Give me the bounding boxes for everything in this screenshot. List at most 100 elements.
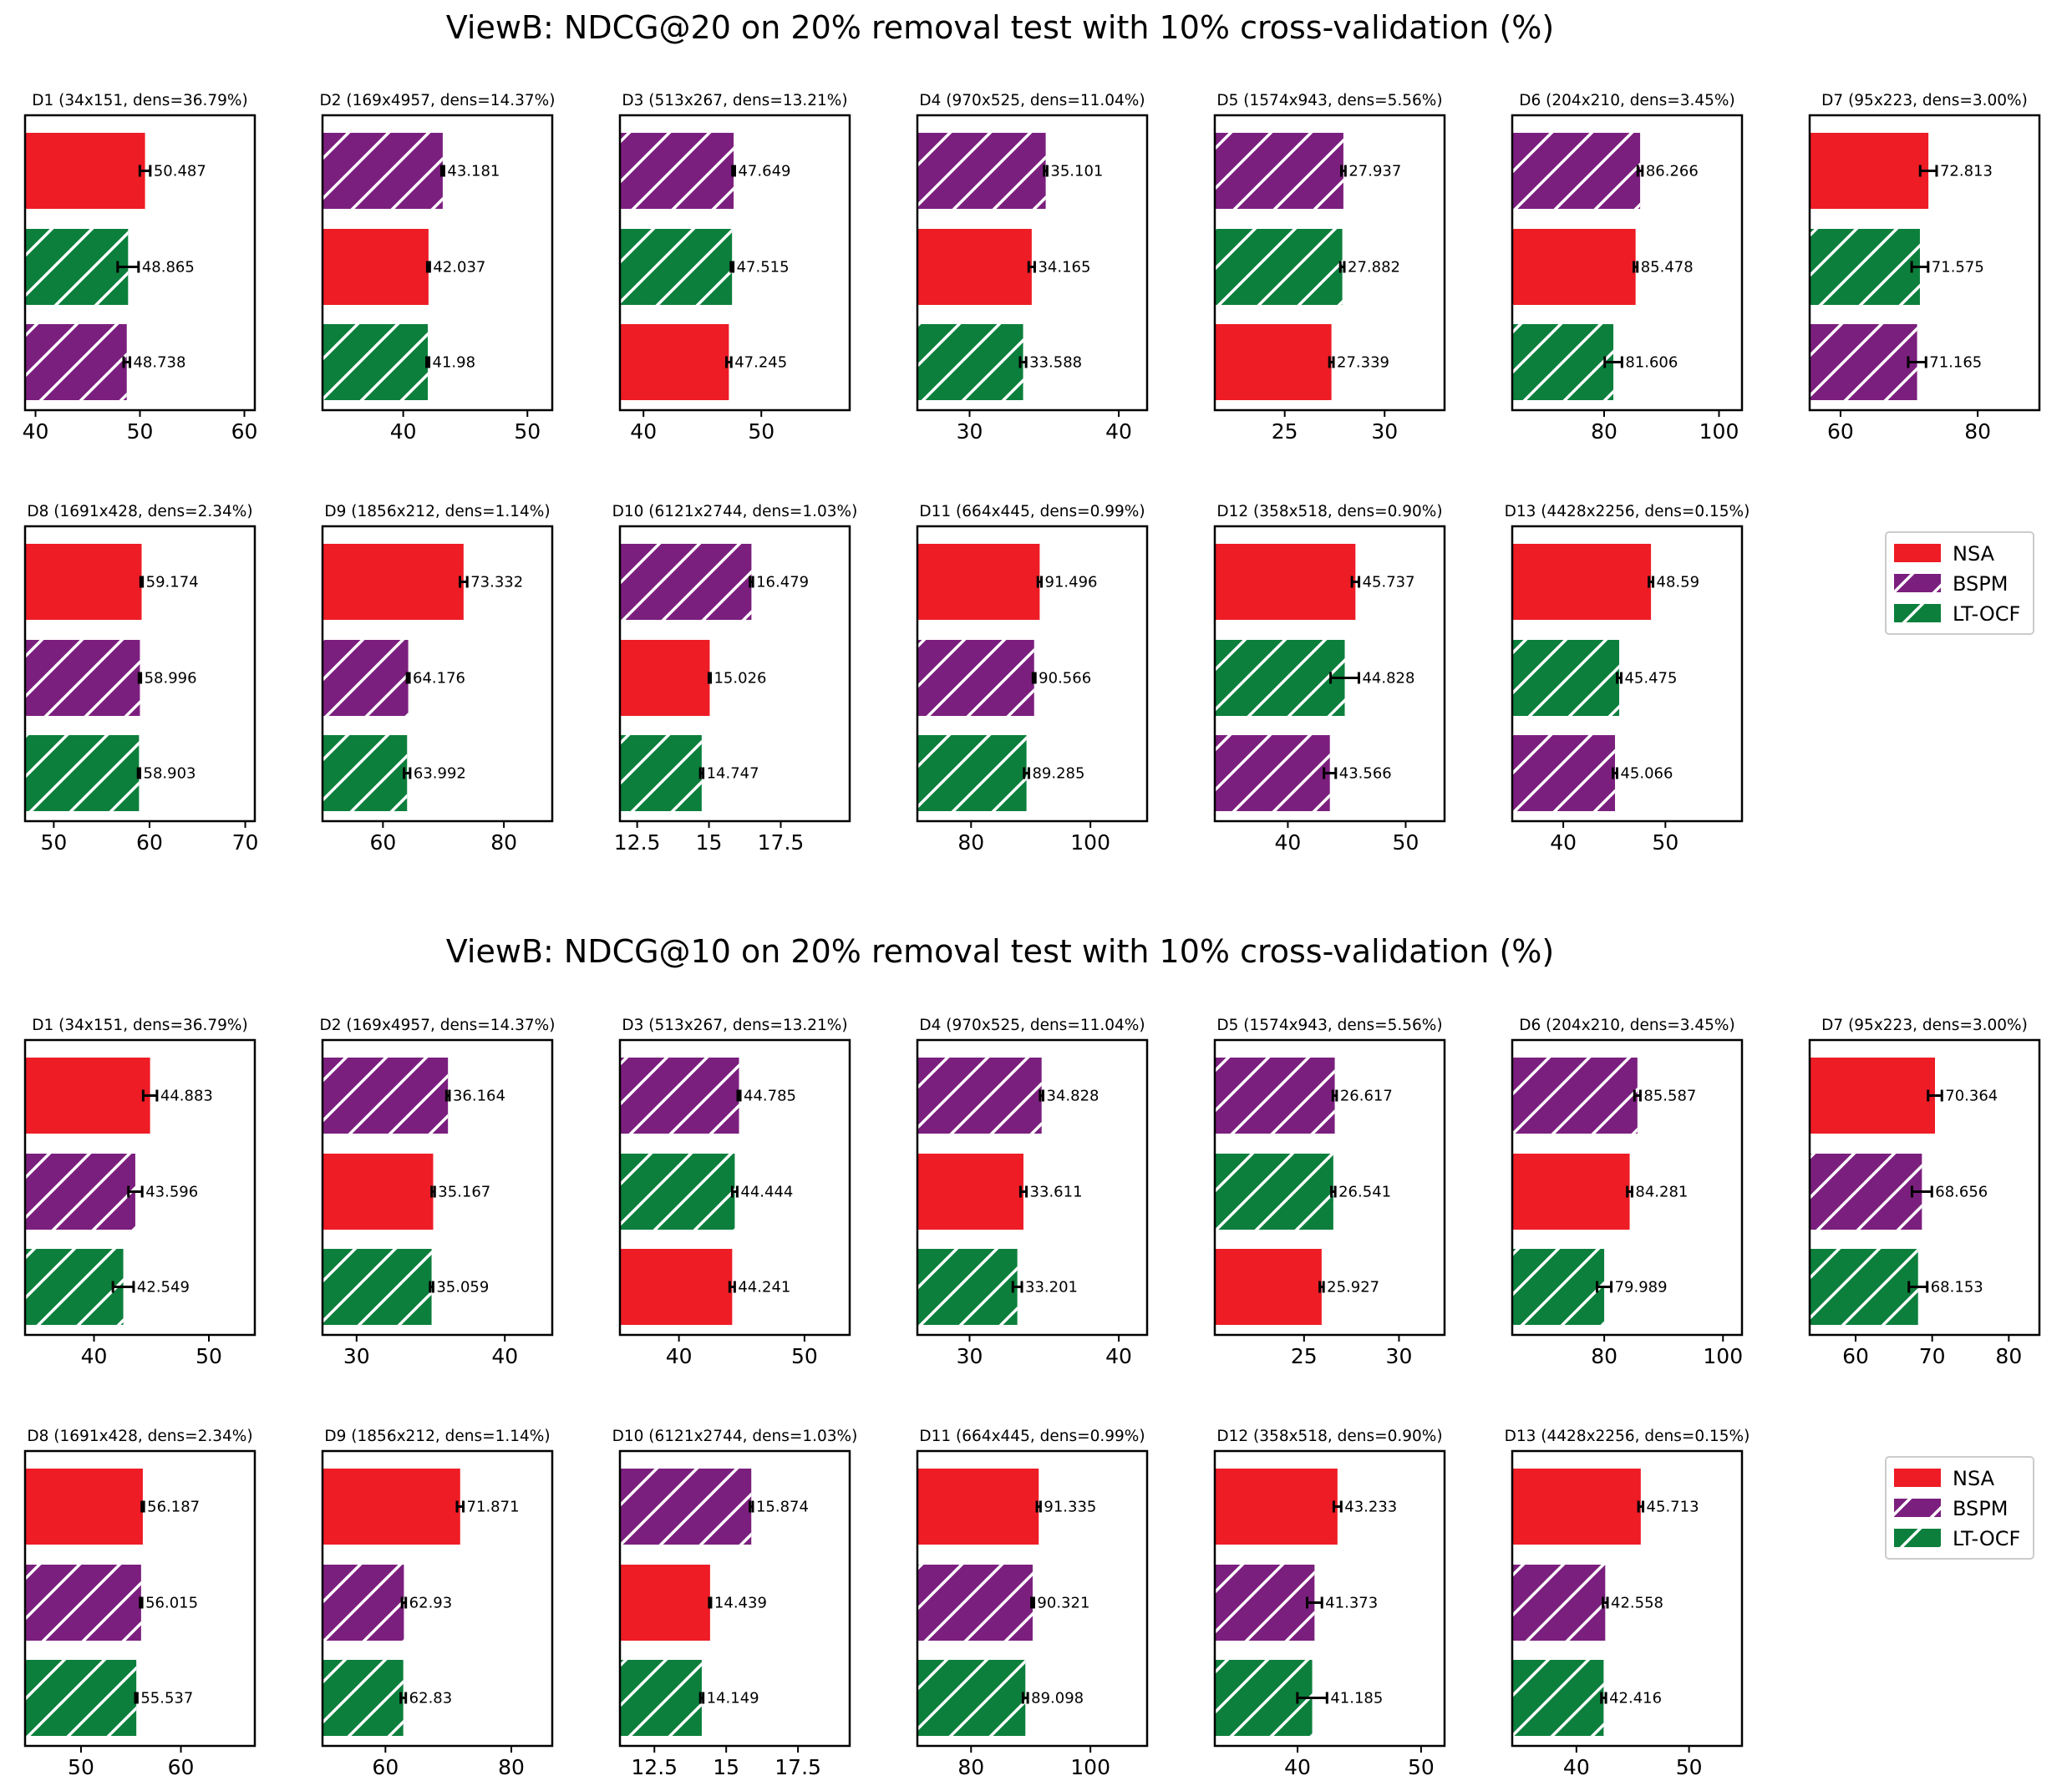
data-label: 81.606 [1625,354,1678,372]
data-label: 56.015 [145,1595,198,1612]
data-label: 43.566 [1339,765,1392,783]
panel-title: D2 (169x4957, dens=14.37%) [320,92,556,109]
tick-label: 60 [372,1755,399,1779]
bar-hatch [620,1660,702,1736]
panel-4: D4 (970x525, dens=11.04%) 34.828 33.611 33.… [916,1017,1149,1368]
panel-1: D1 (34x151, dens=36.79%) 50.487 48.865 48.7… [23,92,258,444]
data-label: 15.874 [756,1499,809,1516]
bar-hatch [620,1058,739,1134]
tick-label: 40 [1275,830,1302,855]
panel-frame [1213,114,1446,412]
data-label: 44.241 [738,1279,790,1296]
bar-nsa [620,324,729,400]
data-label: 41.185 [1330,1690,1383,1707]
tick-label: 80 [1591,419,1617,444]
tick-label: 80 [1964,419,1991,444]
bar-nsa [1215,1249,1322,1325]
legend-label: NSA [1953,542,1995,566]
tick-label: 17.5 [774,1755,821,1779]
tick-label: 15 [696,830,723,855]
panel-title: D13 (4428x2256, dens=0.15%) [1505,503,1750,520]
data-label: 42.549 [137,1279,190,1296]
bar-hatch [322,735,408,811]
tick-label: 50 [1676,1755,1703,1779]
data-label: 48.738 [133,354,185,372]
data-label: 14.747 [707,765,759,783]
bar-nsa [620,1249,733,1325]
tick-label: 60 [1842,1344,1869,1368]
panel-13: D13 (4428x2256, dens=0.15%) 45.713 42.558 4… [1505,1428,1750,1779]
tick-label: 40 [390,419,417,444]
data-label: 33.611 [1030,1184,1083,1201]
panel-4: D4 (970x525, dens=11.04%) 35.101 34.165 33.… [916,92,1149,444]
data-label: 44.883 [160,1088,213,1105]
panel-12: D12 (358x518, dens=0.90%) 43.233 41.373 41.… [1213,1428,1446,1779]
data-label: 35.167 [438,1184,490,1201]
data-label: 48.59 [1657,574,1700,591]
bar-nsa [1810,133,1929,209]
tick-label: 30 [957,419,983,444]
tick-label: 12.5 [614,830,661,855]
tick-label: 25 [1291,1344,1318,1368]
bar-hatch [25,324,127,400]
data-label: 26.617 [1340,1088,1393,1105]
panel-frame [1808,114,2041,412]
bar-hatch [917,1565,1033,1641]
bar-hatch [25,229,129,305]
panel-title: D13 (4428x2256, dens=0.15%) [1505,1428,1750,1445]
panel-frame [618,1449,851,1748]
panel-frame [23,525,256,823]
panel-1: D1 (34x151, dens=36.79%) 44.883 43.596 42.5… [23,1017,256,1368]
bar-hatch [1810,1249,1918,1325]
bar-hatch [1512,1660,1604,1736]
bar-hatch [25,1565,141,1641]
tick-label: 60 [168,1755,195,1779]
data-label: 43.233 [1344,1499,1397,1516]
data-label: 84.281 [1635,1184,1688,1201]
legend-swatch-hatch [1894,604,1941,622]
data-label: 79.989 [1615,1279,1668,1296]
tick-label: 30 [343,1344,370,1368]
tick-label: 50 [791,1344,818,1368]
bar-hatch [322,1249,432,1325]
bar-hatch [1215,1660,1313,1736]
panel-9: D9 (1856x212, dens=1.14%) 73.332 64.176 63.… [321,503,554,855]
panel-title: D10 (6121x2744, dens=1.03%) [612,503,858,520]
panel-title: D5 (1574x943, dens=5.56%) [1216,1017,1442,1034]
data-label: 55.537 [140,1690,193,1707]
bar-hatch [620,229,733,305]
panel-5: D5 (1574x943, dens=5.56%) 26.617 26.541 25.… [1213,1017,1446,1368]
panel-frame [916,1449,1149,1748]
data-label: 14.439 [714,1595,767,1612]
bar-hatch [1810,1154,1922,1230]
data-label: 43.181 [447,163,500,180]
panel-title: D5 (1574x943, dens=5.56%) [1216,92,1442,109]
data-label: 91.335 [1044,1499,1096,1516]
data-label: 42.416 [1609,1690,1662,1707]
panel-title: D12 (358x518, dens=0.90%) [1216,503,1442,520]
panel-6: D6 (204x210, dens=3.45%) 85.587 84.281 79.9… [1511,1017,1744,1368]
data-label: 33.201 [1025,1279,1078,1296]
panel-2: D2 (169x4957, dens=14.37%) 43.181 42.037 41… [320,92,556,444]
tick-label: 60 [136,830,163,855]
bar-hatch [620,1469,752,1545]
panel-12: D12 (358x518, dens=0.90%) 45.737 44.828 43.… [1213,503,1446,855]
bar-nsa [25,544,142,620]
bar-nsa [1215,544,1356,620]
panel-7: D7 (95x223, dens=3.00%) 70.364 68.656 68.15… [1808,1017,2041,1368]
bar-hatch [1215,1154,1333,1230]
figure-title: ViewB: NDCG@10 on 20% removal test with … [446,933,1554,970]
tick-label: 40 [81,1344,108,1368]
tick-label: 50 [1408,1755,1435,1779]
data-label: 47.245 [734,354,787,372]
panel-frame [1213,1038,1446,1337]
panel-frame [618,525,851,823]
tick-label: 70 [232,830,259,855]
data-label: 70.364 [1945,1088,1998,1105]
data-label: 86.266 [1646,163,1699,180]
bar-nsa [917,1469,1039,1545]
tick-label: 60 [231,419,258,444]
tick-label: 50 [40,830,67,855]
tick-label: 100 [1070,830,1110,855]
figure-2: ViewB: NDCG@10 on 20% removal test with … [23,933,2041,1779]
